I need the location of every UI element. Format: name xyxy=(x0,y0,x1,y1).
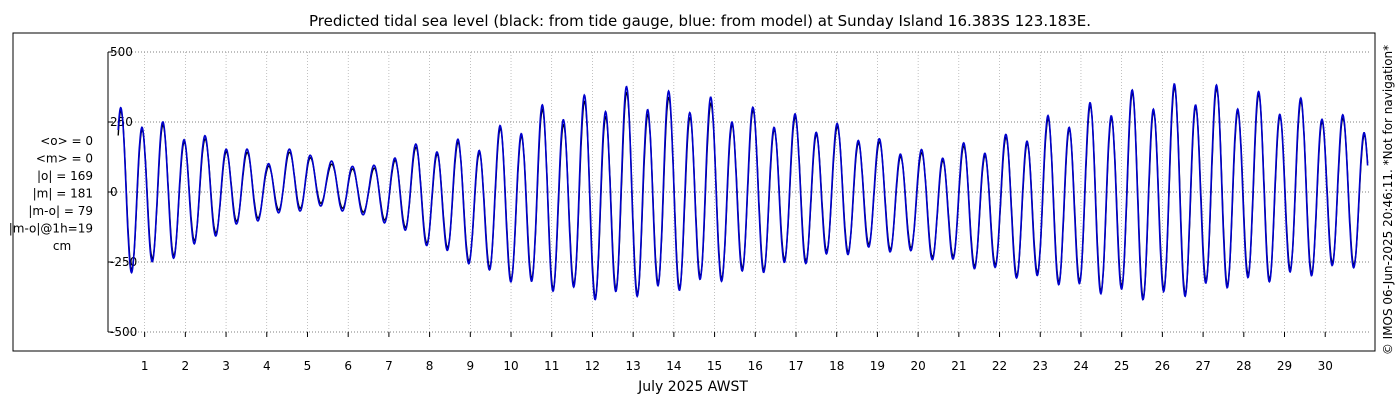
x-tick-label: 2 xyxy=(182,359,190,373)
x-tick-label: 22 xyxy=(992,359,1007,373)
stats-box: <o> = 0 <m> = 0 |o| = 169 |m| = 181 |m-o| = … xyxy=(9,134,93,253)
chart-title: Predicted tidal sea level (black: from t… xyxy=(309,12,1091,30)
stat-line: |m-o|@1h=19 xyxy=(9,222,93,236)
x-tick-label: 19 xyxy=(870,359,885,373)
stat-line: <m> = 0 xyxy=(36,152,93,166)
x-tick-label: 26 xyxy=(1155,359,1170,373)
x-tick-label: 13 xyxy=(626,359,641,373)
outer-frame xyxy=(12,32,1376,352)
series-group xyxy=(117,82,1369,301)
x-tick-label: 24 xyxy=(1073,359,1088,373)
x-tick-label: 20 xyxy=(910,359,925,373)
y-tick-label: 500 xyxy=(110,45,133,59)
stat-line: <o> = 0 xyxy=(40,134,93,148)
x-tick-label: 17 xyxy=(788,359,803,373)
x-tick-label: 10 xyxy=(503,359,518,373)
x-tick-label: 6 xyxy=(344,359,352,373)
series-line-model xyxy=(117,82,1369,301)
x-tick-label: 12 xyxy=(585,359,600,373)
x-tick-label: 29 xyxy=(1277,359,1292,373)
x-tick-label: 4 xyxy=(263,359,271,373)
x-tick-label: 14 xyxy=(666,359,681,373)
y-tick-label: 250 xyxy=(110,115,133,129)
stat-line: cm xyxy=(53,239,71,253)
stat-line: |m-o| = 79 xyxy=(28,204,93,218)
x-tick-label: 16 xyxy=(748,359,763,373)
x-tick-label: 23 xyxy=(1033,359,1048,373)
copyright-note: © IMOS 06-Jun-2025 20:46:11. *Not for na… xyxy=(1381,45,1395,355)
x-tick-label: 30 xyxy=(1318,359,1333,373)
stat-line: |o| = 169 xyxy=(37,169,93,183)
x-tick-label: 25 xyxy=(1114,359,1129,373)
x-tick-label: 27 xyxy=(1195,359,1210,373)
y-tick-label: 0 xyxy=(110,185,118,199)
x-axis-label: July 2025 AWST xyxy=(637,379,748,395)
stat-line: |m| = 181 xyxy=(33,187,93,201)
x-tick-label: 18 xyxy=(829,359,844,373)
x-tick-label: 9 xyxy=(466,359,474,373)
x-tick-label: 3 xyxy=(222,359,230,373)
x-tick-label: 28 xyxy=(1236,359,1251,373)
x-ticks: 1 2 3 4 5 6 7 8 9 10 11 12 13 14 15 16 17 18 19 20 21 22 23 24 2… xyxy=(141,332,1333,373)
y-tick-label: -500 xyxy=(110,325,137,339)
x-tick-label: 5 xyxy=(304,359,312,373)
x-tick-label: 1 xyxy=(141,359,149,373)
x-tick-label: 8 xyxy=(426,359,434,373)
x-tick-label: 15 xyxy=(707,359,722,373)
x-tick-label: 21 xyxy=(951,359,966,373)
x-tick-label: 7 xyxy=(385,359,393,373)
grid xyxy=(108,51,1370,333)
x-tick-label: 11 xyxy=(544,359,559,373)
